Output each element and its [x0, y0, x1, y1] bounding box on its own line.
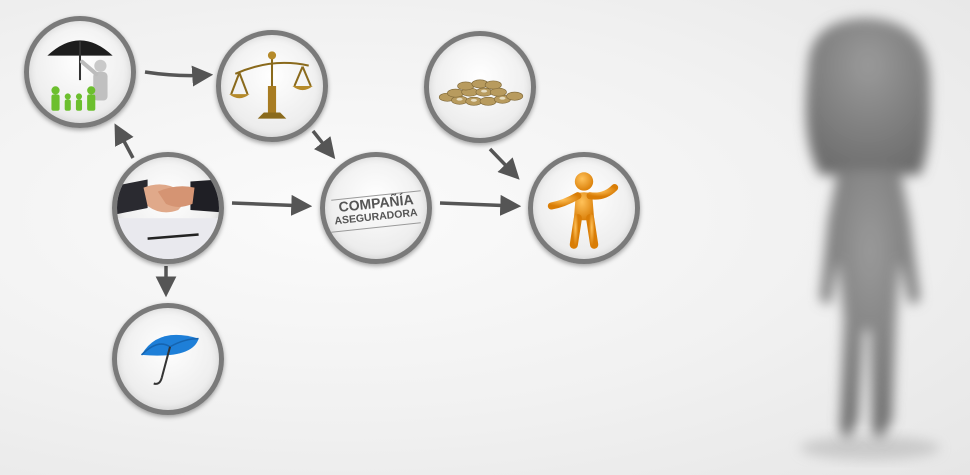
handshake-contract-icon	[117, 179, 219, 259]
node-umbrella	[112, 303, 224, 415]
blue-umbrella-icon	[140, 334, 199, 385]
arrow-family-to-justice	[144, 65, 214, 87]
person-silhouette	[800, 18, 940, 460]
coins-icon	[438, 79, 524, 106]
node-handshake	[112, 152, 224, 264]
node-beneficiary	[528, 152, 640, 264]
node-insurance-company: COMPAÑÍA ASEGURADORA	[320, 152, 432, 264]
arrow-handshake-to-company	[231, 194, 313, 216]
arrow-handshake-to-family	[114, 123, 135, 159]
arrow-company-to-beneficiary	[439, 194, 522, 216]
node-coins	[424, 31, 536, 143]
node-family-protection	[24, 16, 136, 128]
arrow-justice-to-company	[311, 129, 336, 160]
node-justice	[216, 30, 328, 142]
umbrella-family-icon	[47, 40, 113, 111]
arrow-coins-to-beneficiary	[488, 147, 520, 180]
scales-icon	[229, 51, 313, 119]
orange-figure-icon	[547, 172, 619, 249]
